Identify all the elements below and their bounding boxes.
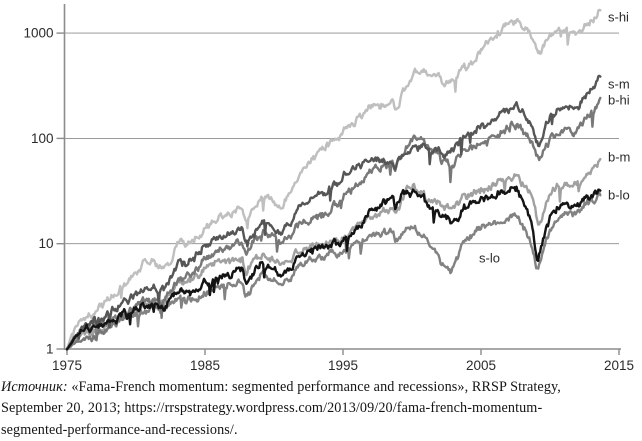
y-tick-label-100: 100 bbox=[31, 131, 54, 146]
caption-line-3: segmented-performance-and-recessions/. bbox=[1, 421, 238, 438]
source-label: Источник: bbox=[1, 379, 68, 395]
x-tick-label-1985: 1985 bbox=[190, 358, 220, 373]
caption-line-2: September 20, 2013; https://rrspstrategy… bbox=[1, 400, 543, 417]
series-line-s-hi bbox=[65, 8, 602, 350]
momentum-chart: 1 10 100 1000 1975 1985 1995 2005 2015 s-hi s-m b-h… bbox=[23, 4, 634, 373]
y-tick-label-10: 10 bbox=[38, 236, 53, 251]
series-label-s-hi: s-hi bbox=[608, 10, 629, 25]
series-line-b-hi bbox=[65, 96, 602, 351]
series-label-b-hi: b-hi bbox=[608, 93, 630, 108]
series-label-b-m: b-m bbox=[608, 150, 630, 165]
x-tick-label-1995: 1995 bbox=[328, 358, 358, 373]
series-label-s-lo: s-lo bbox=[479, 251, 500, 266]
series-line-s-lo bbox=[65, 191, 602, 350]
y-tick-label-1: 1 bbox=[46, 342, 54, 357]
x-tick-label-1975: 1975 bbox=[52, 358, 82, 373]
momentum-chart-svg: 1 10 100 1000 1975 1985 1995 2005 2015 s-hi s-mb-h… bbox=[23, 4, 634, 373]
series-label-s-m: s-m bbox=[608, 77, 630, 92]
x-tick-label-2005: 2005 bbox=[466, 358, 496, 373]
series-line-b-lo bbox=[65, 185, 602, 351]
series-line-s-m bbox=[65, 74, 602, 351]
caption-line-1: Источник: «Fama-French momentum: segment… bbox=[1, 377, 639, 398]
series-label-b-lo: b-lo bbox=[608, 188, 630, 203]
caption-line-1-text: «Fama-French momentum: segmented perform… bbox=[67, 379, 561, 395]
source-caption: Источник: «Fama-French momentum: segment… bbox=[1, 377, 639, 441]
y-tick-label-1000: 1000 bbox=[23, 26, 53, 41]
x-tick-label-2015: 2015 bbox=[604, 358, 634, 373]
